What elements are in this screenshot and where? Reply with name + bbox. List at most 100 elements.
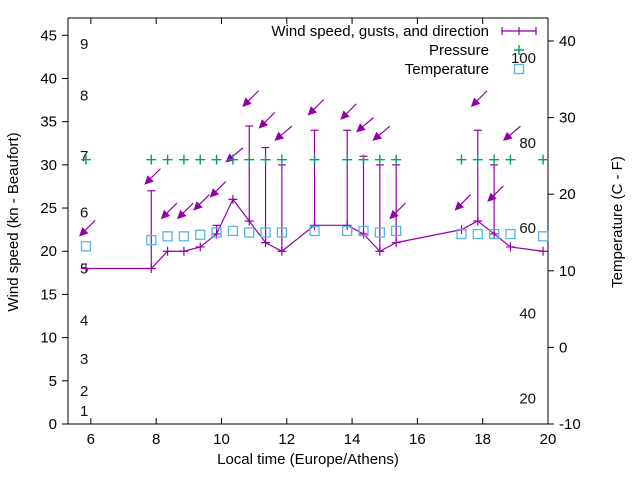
temperature-point: [391, 225, 402, 237]
wind-speed-point: [538, 246, 548, 256]
x-axis-title: Local time (Europe/Athens): [217, 451, 399, 468]
wind-speed-point: [179, 246, 189, 256]
wind-arrow-head: [340, 110, 350, 120]
legend-marker-temperature: [513, 63, 525, 75]
y-axis-left-title: Wind speed (kn - Beaufort): [5, 132, 22, 311]
pressure-point: [358, 154, 369, 165]
beaufort-label: 7: [80, 148, 88, 165]
plot-border: [67, 17, 549, 425]
temperature-point: [260, 227, 271, 238]
legend-label-1: Pressure: [429, 42, 489, 59]
pressure-series: [80, 154, 549, 165]
legend-marker-pressure: [514, 45, 524, 55]
pressure-point: [538, 154, 549, 165]
y-axis-right-title: Temperature (C - F): [609, 156, 626, 288]
pressure-point: [244, 154, 255, 165]
wind-arrow-head: [177, 209, 187, 220]
y-left-tick-label: 25: [40, 200, 57, 217]
wind-arrow-head: [372, 131, 383, 141]
x-tick-label: 8: [152, 431, 160, 448]
wind-arrow-head: [193, 201, 203, 211]
temperature-point: [456, 228, 467, 240]
temperature-point: [227, 225, 239, 237]
plot-frame: [67, 17, 549, 425]
y-right-tick-label: -10: [559, 416, 581, 433]
wind-speed-point: [310, 220, 320, 230]
x-tick-label: 16: [409, 431, 426, 448]
temperature-point: [146, 235, 157, 246]
y-left-tick-label: 0: [49, 416, 57, 433]
wind-speed-point: [163, 246, 173, 256]
legend-marker-wind-caps: [501, 27, 537, 35]
x-tick-label: 6: [87, 431, 95, 448]
wind-arrow-head: [470, 97, 481, 107]
wind-speed-point: [489, 229, 499, 239]
wind-speed-point: [359, 229, 369, 239]
pressure-point: [211, 154, 222, 165]
axis-titles: Local time (Europe/Athens) Wind speed (k…: [5, 132, 626, 468]
fahrenheit-label: 60: [519, 220, 536, 237]
fahrenheit-label: 80: [519, 135, 536, 152]
x-tick-label: 12: [278, 431, 295, 448]
pressure-point: [374, 154, 385, 165]
wind-arrow-head: [144, 175, 154, 185]
temperature-series: [80, 225, 549, 252]
temperature-point: [374, 227, 385, 238]
wind-speed-series: [81, 194, 548, 274]
temperature-point: [537, 231, 549, 242]
legend-label-2: Temperature: [405, 61, 489, 78]
pressure-point: [472, 154, 483, 165]
wind-speed-point: [505, 242, 515, 252]
pressure-point: [505, 154, 516, 165]
y-left-tick-label: 45: [40, 27, 57, 44]
temperature-point: [276, 227, 288, 238]
wind-speed-point: [261, 238, 271, 248]
beaufort-label: 4: [80, 312, 88, 329]
fahrenheit-label: 100: [511, 50, 536, 67]
pressure-point: [195, 154, 206, 165]
x-tick-label: 10: [213, 431, 230, 448]
y-right-tick-label: 20: [559, 186, 576, 203]
chart-legend: Wind speed, gusts, and direction Pressure…: [271, 23, 537, 78]
x-tick-label: 18: [474, 431, 491, 448]
pressure-point: [276, 154, 287, 165]
pressure-point: [489, 154, 500, 165]
y-left-tick-label: 5: [49, 373, 57, 390]
y-right-tick-label: 0: [559, 339, 567, 356]
temperature-point: [244, 227, 255, 238]
wind-speed-point: [244, 216, 254, 226]
y-right-tick-label: 30: [559, 110, 576, 127]
pressure-point: [456, 154, 467, 165]
wind-arrow-head: [389, 209, 399, 220]
y-axis-right-ticks: -10 0 10 20 30 40: [548, 33, 581, 433]
temperature-point: [211, 227, 222, 238]
temperature-point: [309, 225, 320, 237]
y-right-tick-label: 10: [559, 263, 576, 280]
pressure-point: [227, 154, 238, 165]
beaufort-label: 2: [80, 383, 88, 400]
x-axis-ticks: 6 8 10 12 14 16 18 20: [67, 18, 556, 448]
y-right-tick-label: 40: [559, 33, 576, 50]
y-left-tick-label: 15: [40, 286, 57, 303]
wind-arrow-head: [160, 209, 171, 220]
temperature-point: [178, 231, 190, 242]
temperature-point: [358, 225, 369, 237]
pressure-point: [80, 154, 91, 165]
gust-bars-series: [147, 125, 499, 269]
pressure-point: [178, 154, 189, 165]
wind-speed-point: [277, 246, 287, 256]
wind-arrow-head: [307, 106, 318, 116]
wind-speed-point: [228, 194, 238, 204]
pressure-point: [260, 154, 271, 165]
temperature-point: [472, 228, 483, 240]
beaufort-label: 3: [80, 351, 88, 368]
pressure-point: [146, 154, 157, 165]
temperature-point: [342, 225, 353, 237]
wind-speed-point: [146, 264, 156, 274]
wind-arrow-head: [258, 119, 269, 129]
wind-speed-point: [342, 220, 352, 230]
pressure-point: [162, 154, 173, 165]
wind-speed-point: [391, 238, 401, 248]
wind-speed-point: [195, 242, 205, 252]
